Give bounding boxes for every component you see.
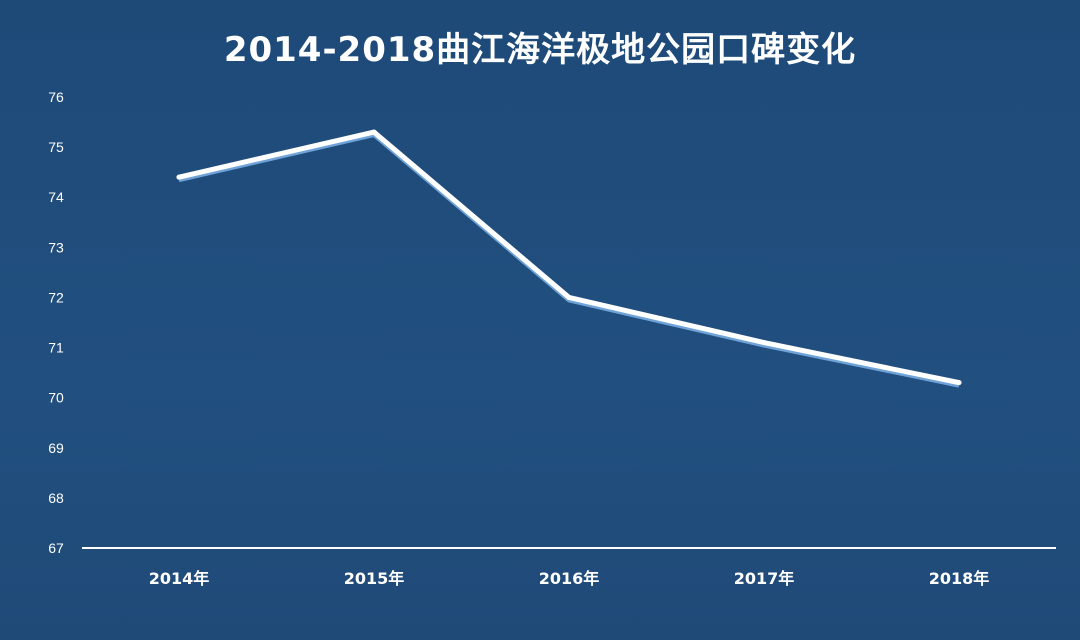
y-tick-label: 68: [48, 490, 64, 506]
data-point: [956, 380, 962, 386]
y-tick-label: 67: [48, 540, 64, 556]
x-tick-label: 2017年: [734, 569, 795, 588]
x-tick-label: 2014年: [149, 569, 210, 588]
data-point: [176, 174, 182, 180]
y-tick-label: 71: [48, 340, 64, 356]
series-line-shadow: [178, 133, 960, 388]
data-point: [566, 294, 572, 300]
y-tick-label: 69: [48, 440, 64, 456]
x-tick-label: 2016年: [539, 569, 600, 588]
y-tick-label: 75: [48, 139, 64, 155]
chart-title: 2014-2018曲江海洋极地公园口碑变化: [223, 30, 857, 70]
data-point: [761, 340, 767, 346]
x-tick-label: 2018年: [929, 569, 990, 588]
x-tick-label: 2015年: [344, 569, 405, 588]
y-tick-label: 72: [48, 289, 64, 305]
y-tick-label: 73: [48, 239, 64, 255]
y-tick-label: 74: [48, 189, 64, 205]
y-tick-label: 70: [48, 390, 64, 406]
data-point: [371, 129, 377, 135]
y-tick-label: 76: [48, 89, 64, 105]
